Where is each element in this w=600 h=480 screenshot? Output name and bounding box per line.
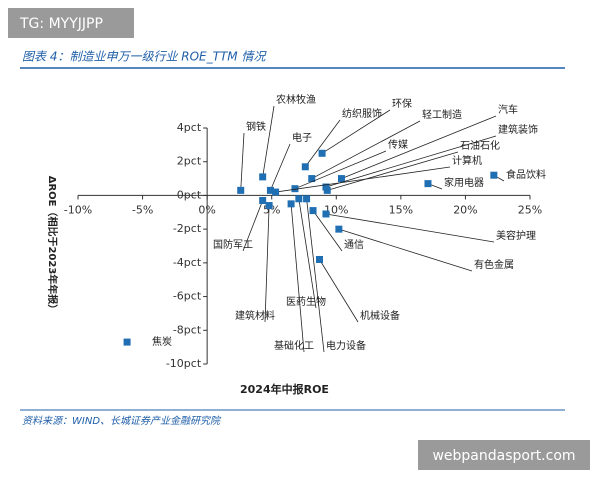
watermark-box [8,8,134,38]
x-tick-label: 20% [453,203,477,216]
leader-line [341,115,497,179]
point [337,175,345,183]
point-label: 机械设备 [360,309,400,322]
x-tick-label: 15% [389,203,413,216]
point [318,149,326,157]
point-label: 建筑材料 [235,309,275,322]
point [259,173,267,181]
leader-line [240,132,245,191]
leader-line [294,150,387,190]
leader-line [304,119,341,168]
y-tick-label: -6pct [173,290,202,303]
x-tick-label: -10% [64,203,92,216]
point [295,195,303,203]
point [272,188,280,196]
watermark-box [418,440,590,470]
x-tick-label: 10% [324,203,348,216]
point [308,175,316,183]
point-label: 农林牧渔 [276,93,316,106]
point-label: 纺织服饰 [342,107,382,120]
point [315,255,323,263]
x-tick-label: 25% [518,203,542,216]
leader-line [270,143,291,191]
point-label: 国防军工 [213,238,253,251]
y-tick-label: 4pct [177,121,202,134]
y-tick-label: 2pct [177,155,202,168]
point-label: 通信 [344,239,364,251]
leader-line [306,198,325,353]
leader-line [275,166,451,193]
point-label: 钢铁 [246,120,266,133]
y-tick-label: 0pct [177,188,202,201]
point-label: 食品饮料 [506,168,546,181]
point-label: 电子 [292,131,312,144]
leader-line [312,210,343,252]
point-label: 医药生物 [286,295,326,308]
leader-line [338,228,473,272]
point-label: 有色金属 [474,258,514,271]
leader-line [327,151,459,191]
source: 资料来源：WIND、长城证券产业金融研究院 [22,415,222,427]
point-label: 轻工制造 [422,108,462,121]
leader-line [242,200,264,252]
chart-title: 图表 4：制造业申万一级行业 ROE_TTM 情况 [22,50,267,64]
point-label: 建筑装饰 [498,123,538,136]
y-tick-label: -8pct [173,323,202,336]
point [309,207,317,215]
point [322,210,330,218]
point [123,338,131,346]
point-label: 基础化工 [274,339,314,352]
point [323,186,331,194]
point [303,195,311,203]
point [490,171,498,179]
x-tick-label: -5% [132,203,153,216]
point [287,200,295,208]
y-tick-label: -2pct [173,222,202,235]
point-label: 美容护理 [496,229,536,242]
point [424,180,432,188]
leader-line [321,109,391,154]
point [335,225,343,233]
x-axis-label: 2024年中报ROE [240,382,329,396]
point-label: 环保 [392,97,412,110]
leader-line [264,205,270,323]
point-label: 汽车 [498,103,518,116]
leader-line [325,135,497,188]
point-label: 计算机 [452,154,482,167]
y-tick-label: -10pct [166,357,202,370]
leader-line [325,213,495,243]
leader-line [319,259,359,323]
y-tick-label: -4pct [173,256,202,269]
leader-line [290,203,305,353]
point [291,185,299,193]
point [266,186,274,194]
point [265,202,273,210]
x-tick-label: 0% [198,203,215,216]
point-label: 石油石化 [460,139,500,152]
watermark: webpandasport.com [432,448,575,464]
plot: -10% -5% 0% 5% 10% 15% 20% 25%4pct2pct0pct-2pct… [64,93,546,370]
leader-line [298,198,317,309]
point-label: 电力设备 [326,339,366,352]
point-label: 家用电器 [444,176,484,189]
point [259,196,267,204]
leader-line [311,120,421,179]
point [301,163,309,171]
watermark: TG: MYYJJPP [19,16,103,32]
point [237,186,245,194]
point-label: 焦炭 [152,335,172,348]
y-axis-label: ΔROE（相比于2023年年报） [46,176,59,315]
point-label: 传媒 [388,139,408,151]
leader-line [262,105,275,177]
